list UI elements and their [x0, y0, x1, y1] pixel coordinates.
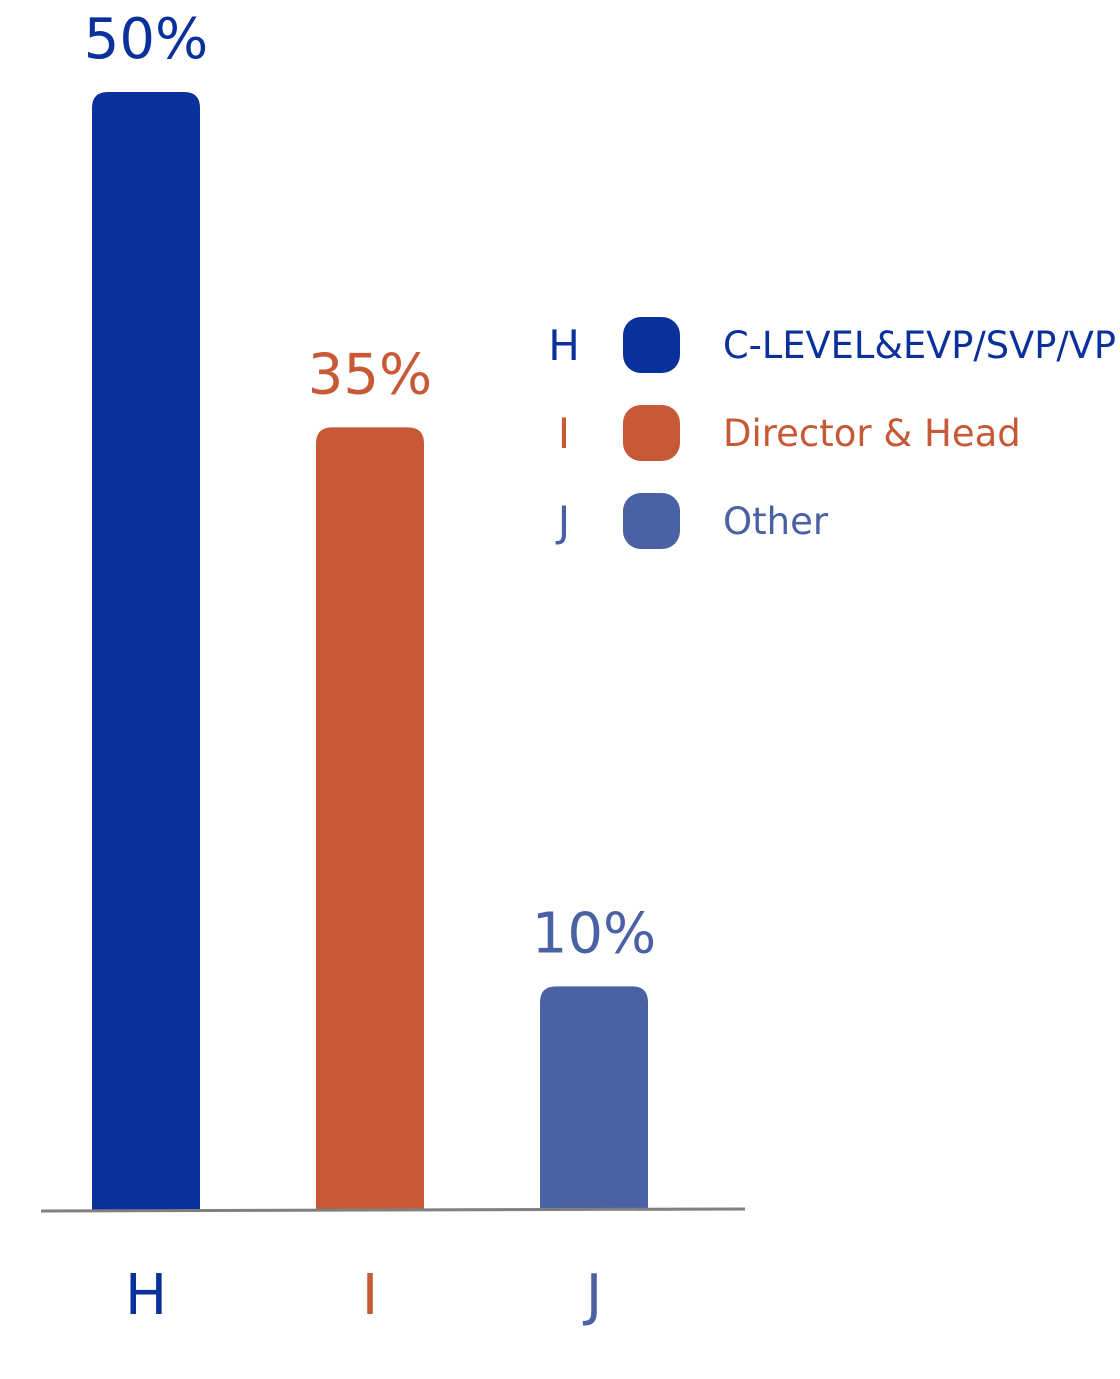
legend-swatch	[623, 317, 680, 373]
x-tick-label-I: I	[362, 1263, 379, 1328]
bar-H	[92, 92, 200, 1210]
bar-J	[540, 986, 648, 1210]
legend: H C-LEVEL&EVP/SVP/VP I Director & Head J Othe…	[548, 317, 1116, 549]
legend-item-I: I Director & Head	[558, 405, 1021, 461]
legend-letter: H	[548, 321, 580, 370]
x-tick-label-H: H	[125, 1263, 167, 1328]
legend-letter: J	[555, 497, 570, 546]
bars	[92, 92, 648, 1210]
legend-letter: I	[558, 409, 570, 458]
x-tick-labels: H I J	[125, 1263, 602, 1328]
x-tick-label-J: J	[583, 1263, 603, 1328]
value-labels: 50% 35% 10%	[84, 7, 656, 966]
legend-item-H: H C-LEVEL&EVP/SVP/VP	[548, 317, 1116, 373]
legend-label: C-LEVEL&EVP/SVP/VP	[723, 324, 1116, 367]
legend-label: Director & Head	[723, 412, 1021, 455]
bar-I	[316, 427, 424, 1210]
legend-swatch	[623, 493, 680, 549]
legend-item-J: J Other	[555, 493, 829, 549]
value-label-J: 10%	[532, 901, 656, 966]
legend-label: Other	[723, 500, 829, 543]
legend-swatch	[623, 405, 680, 461]
value-label-I: 35%	[308, 342, 432, 407]
value-label-H: 50%	[84, 7, 208, 72]
x-axis-line	[40, 1207, 746, 1213]
